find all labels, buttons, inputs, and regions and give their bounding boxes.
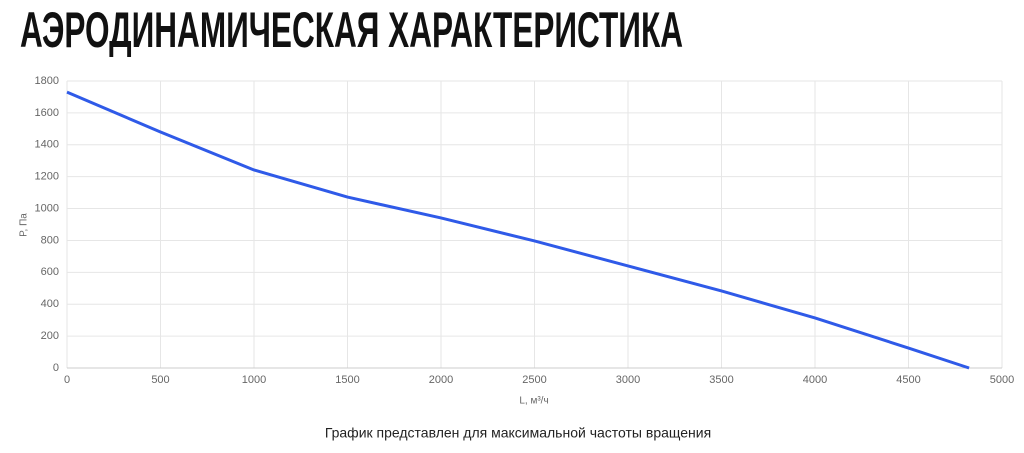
x-tick-label: 1000 — [242, 374, 266, 386]
x-tick-label: 3500 — [709, 374, 733, 386]
x-tick-label: 5000 — [990, 374, 1014, 386]
x-tick-label: 3000 — [616, 374, 640, 386]
x-tick-label: 4000 — [803, 374, 827, 386]
y-tick-label: 1800 — [35, 75, 59, 87]
y-tick-label: 200 — [41, 330, 59, 342]
y-tick-label: 400 — [41, 298, 59, 310]
x-tick-label: 2000 — [429, 374, 453, 386]
chart-title: АЭРОДИНАМИЧЕСКАЯ ХАРАКТЕРИСТИКА — [20, 2, 683, 58]
y-tick-label: 1600 — [35, 107, 59, 119]
y-tick-label: 1200 — [35, 171, 59, 183]
x-tick-label: 1500 — [335, 374, 359, 386]
data-line — [66, 90, 970, 370]
x-axis-label: L, м³/ч — [519, 396, 548, 407]
x-tick-label: 2500 — [522, 374, 546, 386]
y-tick-label: 1400 — [35, 139, 59, 151]
x-tick-label: 4500 — [896, 374, 920, 386]
y-axis-label: P, Па — [19, 213, 30, 237]
y-tick-label: 800 — [41, 234, 59, 246]
y-tick-label: 1000 — [35, 202, 59, 214]
y-tick-label: 0 — [53, 362, 59, 374]
x-tick-label: 0 — [64, 374, 70, 386]
y-tick-label: 600 — [41, 266, 59, 278]
note: График представлен для максимальной част… — [325, 425, 711, 441]
x-tick-label: 500 — [151, 374, 169, 386]
